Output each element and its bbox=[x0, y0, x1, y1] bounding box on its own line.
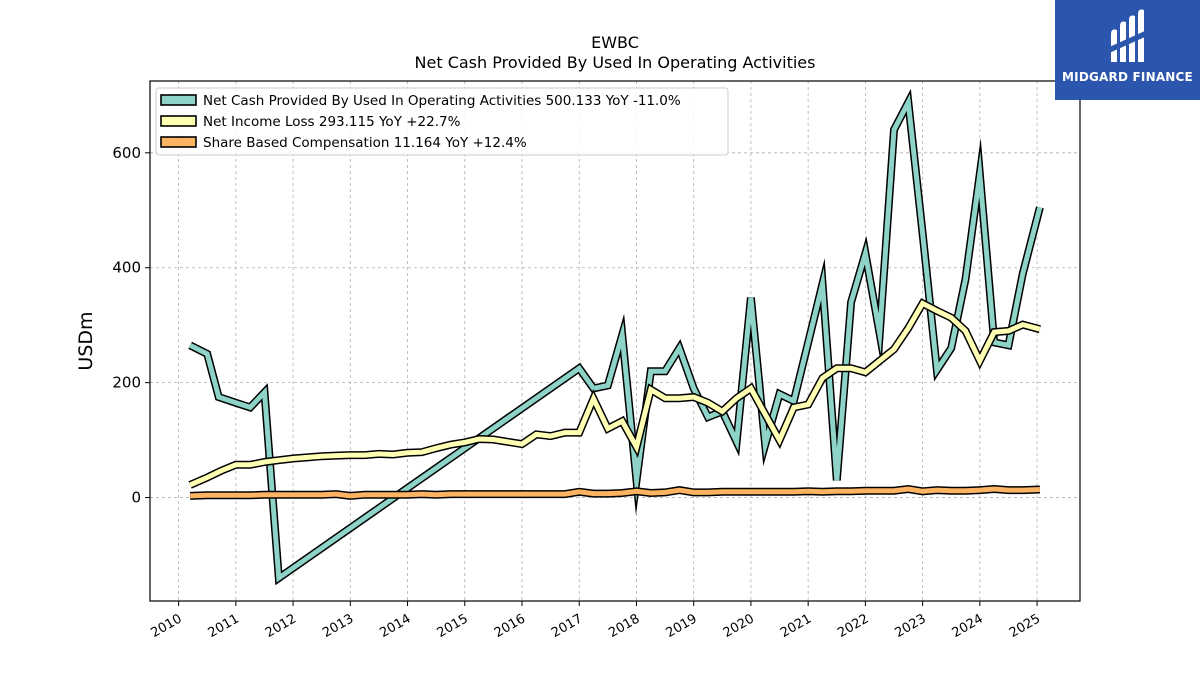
y-axis: 0 200 400 600 bbox=[112, 144, 150, 507]
x-tick-label: 2024 bbox=[950, 611, 986, 641]
x-tick-label: 2017 bbox=[549, 611, 585, 641]
legend-swatch-1 bbox=[160, 115, 197, 127]
x-tick-label: 2011 bbox=[206, 611, 242, 641]
x-tick-label: 2019 bbox=[664, 611, 700, 641]
x-tick-label: 2023 bbox=[892, 611, 928, 641]
x-axis: 2010 2011 2012 2013 2014 2015 2016 2017 2018 2019… bbox=[148, 601, 1043, 641]
y-tick-label: 0 bbox=[131, 489, 141, 507]
x-tick-label: 2010 bbox=[148, 611, 184, 641]
logo-wordmark: MIDGARD FINANCE bbox=[1062, 70, 1193, 84]
x-tick-label: 2020 bbox=[721, 611, 757, 641]
y-tick-label: 600 bbox=[112, 144, 141, 162]
legend-label-1: Net Income Loss 293.115 YoY +22.7% bbox=[203, 114, 461, 130]
x-tick-label: 2016 bbox=[492, 611, 528, 641]
midgard-finance-logo: MIDGARD FINANCE bbox=[1055, 0, 1200, 100]
legend-frame bbox=[155, 87, 729, 156]
legend-swatch-0 bbox=[160, 94, 197, 106]
plot-frame bbox=[149, 80, 1081, 602]
chart-title: EWBC bbox=[591, 33, 639, 52]
legend-label-0: Net Cash Provided By Used In Operating A… bbox=[203, 93, 681, 109]
legend-label-2: Share Based Compensation 11.164 YoY +12.… bbox=[203, 135, 527, 151]
legend-swatch-2 bbox=[160, 136, 197, 148]
y-axis-label: USDm bbox=[75, 311, 97, 370]
x-tick-label: 2013 bbox=[320, 611, 356, 641]
x-tick-label: 2025 bbox=[1007, 611, 1043, 641]
x-tick-label: 2022 bbox=[835, 611, 871, 641]
series-line-1 bbox=[189, 300, 1041, 488]
y-tick-label: 400 bbox=[112, 259, 141, 277]
legend: Net Cash Provided By Used In Operating A… bbox=[155, 87, 729, 156]
x-tick-label: 2014 bbox=[377, 611, 413, 641]
series-layer bbox=[188, 88, 1044, 586]
x-tick-label: 2021 bbox=[778, 611, 814, 641]
x-tick-label: 2012 bbox=[263, 611, 299, 641]
x-tick-label: 2015 bbox=[435, 611, 471, 641]
series-line-0 bbox=[188, 93, 1043, 583]
series-line-2 bbox=[190, 486, 1040, 499]
y-tick-label: 200 bbox=[112, 374, 141, 392]
logo-mark-icon bbox=[1107, 9, 1147, 62]
chart-subtitle: Net Cash Provided By Used In Operating A… bbox=[415, 53, 816, 72]
plot-background bbox=[150, 81, 1080, 601]
x-tick-label: 2018 bbox=[606, 611, 642, 641]
